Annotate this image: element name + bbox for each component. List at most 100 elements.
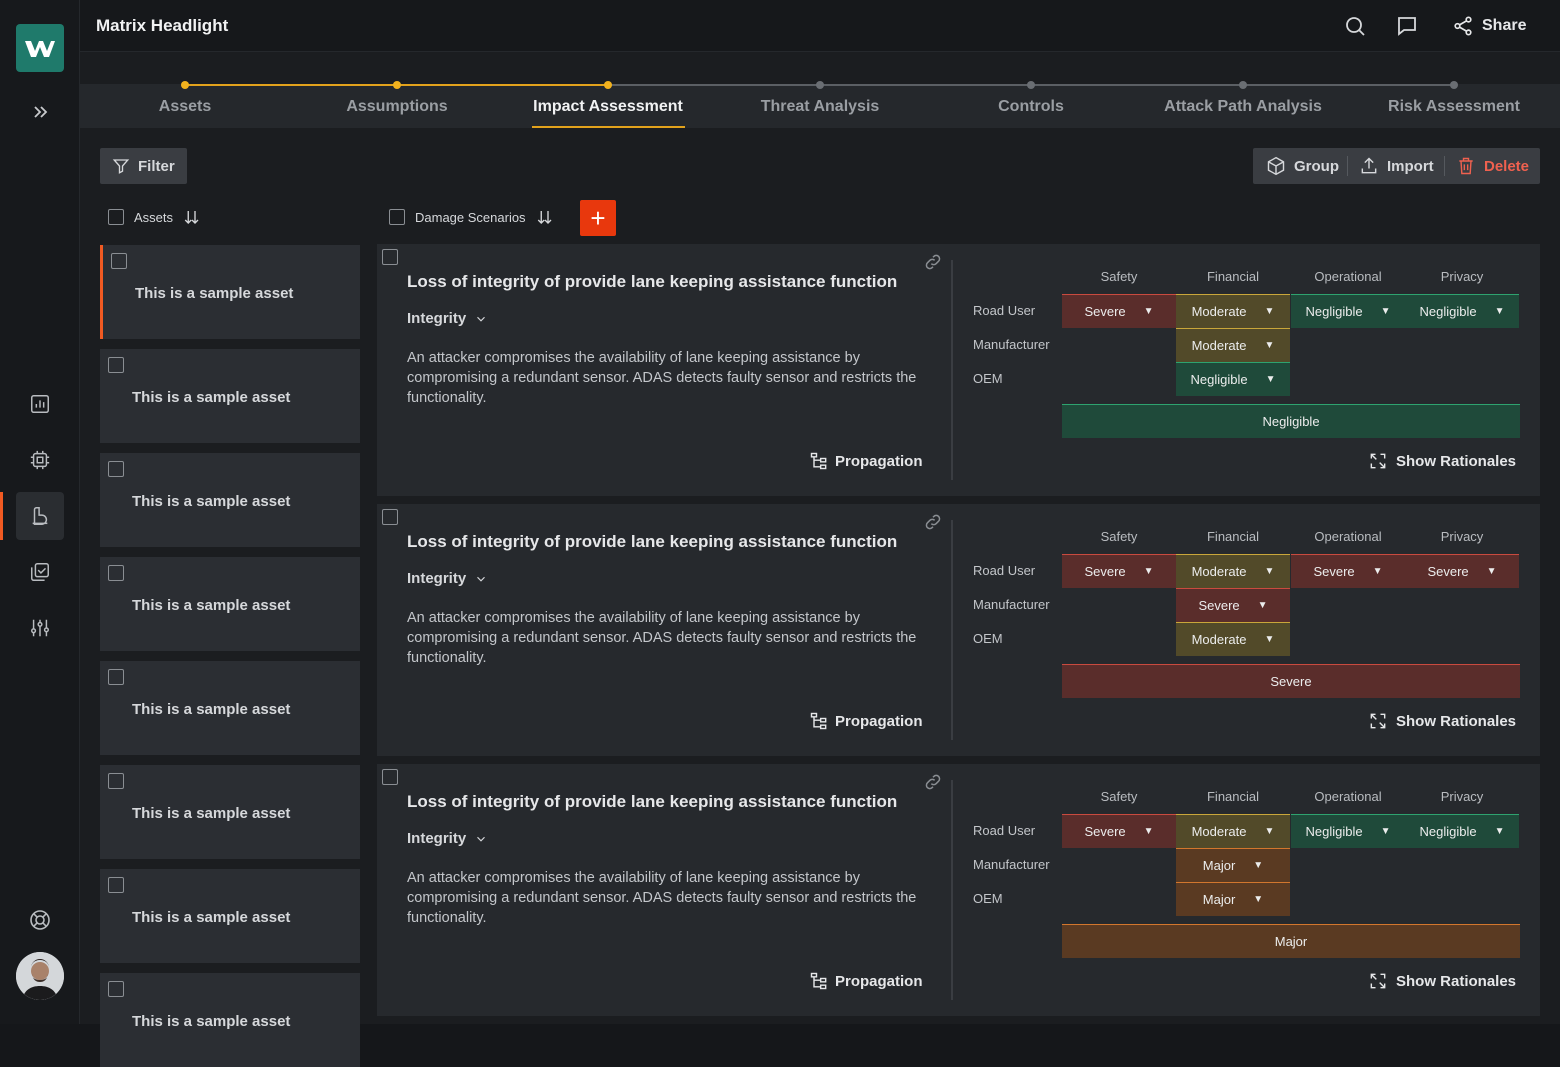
asset-checkbox[interactable] [108, 981, 124, 997]
impact-select-road-user-privacy[interactable]: Negligible ▼ [1405, 814, 1519, 848]
impact-select-road-user-financial[interactable]: Moderate ▼ [1176, 814, 1290, 848]
dropdown-arrow-icon: ▼ [1264, 340, 1275, 351]
group-button[interactable]: Group [1266, 156, 1339, 176]
active-tab-underline [532, 126, 685, 128]
asset-checkbox[interactable] [108, 773, 124, 789]
asset-checkbox[interactable] [108, 461, 124, 477]
import-label: Import [1387, 157, 1434, 175]
impact-select-road-user-safety[interactable]: Severe ▼ [1062, 294, 1176, 328]
asset-list-item[interactable]: This is a sample asset [100, 453, 360, 547]
impact-select-road-user-privacy[interactable]: Negligible ▼ [1405, 294, 1519, 328]
impact-select-oem-financial[interactable]: Negligible ▼ [1176, 362, 1290, 396]
category-dropdown[interactable]: Integrity [407, 310, 488, 327]
impact-select-oem-financial[interactable]: Moderate ▼ [1176, 622, 1290, 656]
tab-controls[interactable]: Controls [998, 98, 1064, 115]
sort-icon[interactable] [536, 208, 554, 226]
app-logo[interactable] [16, 24, 64, 72]
asset-checkbox[interactable] [108, 877, 124, 893]
tab-threat-analysis[interactable]: Threat Analysis [760, 98, 880, 115]
show-rationales-button[interactable]: Show Rationales [1368, 971, 1516, 991]
upload-icon [1361, 157, 1377, 174]
show-rationales-label: Show Rationales [1396, 452, 1517, 470]
expand-sidebar-icon[interactable] [28, 100, 52, 124]
propagation-button[interactable]: Propagation [809, 711, 923, 731]
impact-value: Severe [1084, 824, 1126, 839]
dropdown-arrow-icon: ▼ [1486, 566, 1497, 577]
scenario-checkbox[interactable] [382, 249, 398, 265]
search-icon[interactable] [1343, 14, 1367, 38]
dropdown-arrow-icon: ▼ [1143, 826, 1154, 837]
matrix-header-safety: Safety [1100, 789, 1138, 804]
asset-list-item[interactable]: This is a sample asset [100, 869, 360, 963]
impact-select-road-user-operational[interactable]: Negligible ▼ [1291, 814, 1405, 848]
asset-list-item[interactable]: This is a sample asset [100, 973, 360, 1067]
divider [951, 780, 953, 1000]
asset-checkbox[interactable] [111, 253, 127, 269]
select-all-assets-checkbox[interactable] [108, 209, 124, 225]
propagation-button[interactable]: Propagation [809, 451, 923, 471]
asset-list-item[interactable]: This is a sample asset [100, 349, 360, 443]
damage-scenario-card: Loss of integrity of provide lane keepin… [377, 764, 1540, 1016]
scenario-checkbox[interactable] [382, 769, 398, 785]
delete-button[interactable]: Delete [1456, 156, 1529, 176]
add-damage-scenario-button[interactable]: + [580, 200, 616, 236]
user-avatar[interactable] [16, 952, 64, 1000]
impact-select-manufacturer-financial[interactable]: Moderate ▼ [1176, 328, 1290, 362]
asset-checkbox[interactable] [108, 565, 124, 581]
asset-label: This is a sample asset [132, 701, 291, 718]
category-dropdown[interactable]: Integrity [407, 570, 488, 587]
scenario-checkbox[interactable] [382, 509, 398, 525]
impact-select-road-user-financial[interactable]: Moderate ▼ [1176, 554, 1290, 588]
impact-select-road-user-financial[interactable]: Moderate ▼ [1176, 294, 1290, 328]
tab-assumptions[interactable]: Assumptions [346, 98, 448, 115]
link-icon[interactable] [923, 512, 943, 532]
impact-select-road-user-safety[interactable]: Severe ▼ [1062, 554, 1176, 588]
asset-list-item[interactable]: This is a sample asset [100, 661, 360, 755]
sort-icon[interactable] [183, 208, 201, 226]
link-icon[interactable] [923, 772, 943, 792]
dropdown-arrow-icon: ▼ [1264, 566, 1275, 577]
tab-risk-assessment[interactable]: Risk Assessment [1388, 98, 1520, 115]
show-rationales-button[interactable]: Show Rationales [1368, 711, 1516, 731]
asset-list-item[interactable]: This is a sample asset [100, 765, 360, 859]
help-lifebuoy-icon[interactable] [16, 896, 64, 944]
category-dropdown[interactable]: Integrity [407, 830, 488, 847]
impact-select-road-user-privacy[interactable]: Severe ▼ [1405, 554, 1519, 588]
matrix-row-oem: OEM [973, 631, 1003, 646]
nav-chip-icon[interactable] [16, 436, 64, 484]
divider [1347, 156, 1348, 176]
dropdown-arrow-icon: ▼ [1264, 634, 1275, 645]
impact-select-road-user-operational[interactable]: Severe ▼ [1291, 554, 1405, 588]
tab-impact-assessment[interactable]: Impact Assessment [533, 98, 683, 115]
link-icon[interactable] [923, 252, 943, 272]
select-all-scenarios-checkbox[interactable] [389, 209, 405, 225]
impact-select-road-user-operational[interactable]: Negligible ▼ [1291, 294, 1405, 328]
asset-checkbox[interactable] [108, 669, 124, 685]
expand-icon [1370, 713, 1386, 729]
impact-value: Moderate [1191, 632, 1247, 647]
impact-select-manufacturer-financial[interactable]: Severe ▼ [1176, 588, 1290, 622]
import-button[interactable]: Import [1359, 156, 1434, 176]
tree-icon [810, 452, 827, 470]
nav-settings-sliders-icon[interactable] [16, 604, 64, 652]
impact-value: Severe [1313, 564, 1355, 579]
propagation-button[interactable]: Propagation [809, 971, 923, 991]
asset-checkbox[interactable] [108, 357, 124, 373]
filter-button[interactable]: Filter [100, 148, 187, 184]
tab-assets[interactable]: Assets [158, 98, 212, 115]
share-button[interactable]: Share [1452, 12, 1526, 40]
asset-list-item[interactable]: This is a sample asset [100, 245, 360, 339]
impact-select-road-user-safety[interactable]: Severe ▼ [1062, 814, 1176, 848]
nav-impact-icon[interactable] [16, 492, 64, 540]
nav-dashboard-icon[interactable] [16, 380, 64, 428]
impact-select-oem-financial[interactable]: Major ▼ [1176, 882, 1290, 916]
comment-icon[interactable] [1395, 14, 1419, 38]
impact-select-manufacturer-financial[interactable]: Major ▼ [1176, 848, 1290, 882]
matrix-header-safety: Safety [1100, 269, 1138, 284]
tree-icon [810, 972, 827, 990]
show-rationales-button[interactable]: Show Rationales [1368, 451, 1516, 471]
nav-tasks-icon[interactable] [16, 548, 64, 596]
asset-list-item[interactable]: This is a sample asset [100, 557, 360, 651]
tab-attack-path-analysis[interactable]: Attack Path Analysis [1164, 98, 1322, 115]
impact-value: Moderate [1191, 304, 1247, 319]
